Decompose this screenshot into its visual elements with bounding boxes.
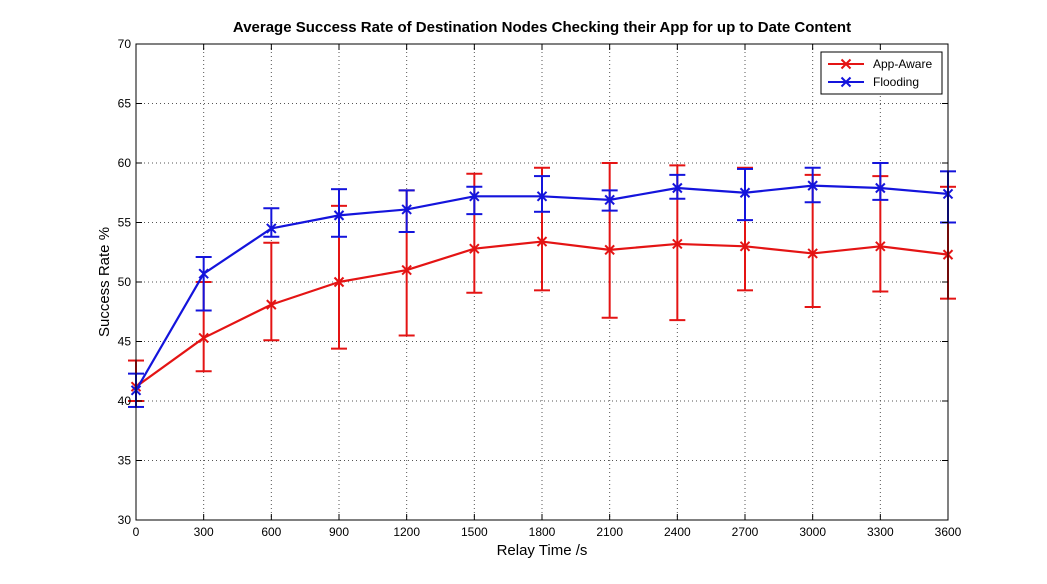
data-point-marker (401, 264, 412, 276)
x-tick-label: 2100 (596, 525, 623, 539)
data-series (128, 162, 956, 408)
x-tick-label: 300 (194, 525, 214, 539)
marker-stroke (401, 204, 412, 215)
data-point-marker (198, 332, 209, 344)
marker-stroke (198, 332, 209, 344)
y-tick-label: 45 (118, 335, 132, 349)
y-tick-label: 40 (118, 394, 132, 408)
marker-stroke (198, 268, 209, 279)
marker-stroke (266, 223, 277, 234)
data-point-marker (739, 241, 751, 252)
data-point-marker (672, 238, 683, 250)
y-tick-label: 50 (118, 275, 132, 289)
y-tick-label: 55 (118, 216, 132, 230)
y-tick-label: 60 (118, 156, 132, 170)
marker-stroke (469, 191, 480, 202)
x-tick-label: 600 (261, 525, 281, 539)
legend-entry-app-aware: App-Aware (828, 57, 932, 71)
data-point-marker (807, 180, 818, 191)
marker-stroke (536, 191, 548, 202)
x-tick-label: 1800 (529, 525, 556, 539)
data-point-marker (469, 243, 480, 254)
x-axis-title: Relay Time /s (497, 542, 588, 559)
marker-stroke (604, 194, 615, 206)
marker-stroke (875, 241, 886, 252)
data-point-marker (536, 191, 548, 202)
data-point-marker (739, 187, 751, 198)
marker-stroke (333, 210, 345, 221)
x-tick-label: 900 (329, 525, 349, 539)
y-axis-title: Success Rate % (96, 227, 113, 337)
data-point-marker (266, 299, 277, 310)
data-point-marker (536, 236, 548, 247)
x-tick-label: 1500 (461, 525, 488, 539)
marker-stroke (672, 182, 683, 194)
chart-title: Average Success Rate of Destination Node… (233, 19, 851, 36)
data-point-marker (875, 241, 886, 252)
marker-stroke (333, 276, 345, 288)
data-point-marker (333, 210, 345, 221)
marker-stroke (266, 299, 277, 310)
marker-stroke (672, 238, 683, 250)
marker-stroke (536, 236, 548, 247)
data-point-marker (333, 276, 345, 288)
marker-stroke (807, 180, 818, 191)
x-tick-label: 3000 (799, 525, 826, 539)
legend-label: Flooding (873, 75, 919, 89)
marker-stroke (739, 241, 751, 252)
data-point-marker (672, 182, 683, 194)
data-point-marker (401, 204, 412, 215)
y-tick-label: 65 (118, 97, 132, 111)
marker-stroke (401, 264, 412, 276)
data-point-marker (604, 194, 615, 206)
legend-box (820, 51, 943, 95)
data-point-marker (875, 182, 886, 194)
marker-stroke (604, 244, 615, 256)
marker-stroke (739, 187, 751, 198)
x-tick-label: 3600 (935, 525, 962, 539)
legend: App-Aware Flooding (820, 51, 943, 95)
x-tick-label: 3300 (867, 525, 894, 539)
data-point-marker (604, 244, 615, 256)
marker-stroke (875, 182, 886, 194)
legend-marker (840, 76, 852, 88)
data-point-marker (469, 191, 480, 202)
y-tick-label: 70 (118, 37, 132, 51)
legend-label: App-Aware (873, 57, 932, 71)
axis-ticks: 0 300 600 900 1200 1500 1800 2100 2400 2700 3000 33… (118, 37, 962, 539)
data-point-marker (198, 268, 209, 279)
legend-entry-flooding: Flooding (828, 75, 919, 89)
x-tick-label: 0 (133, 525, 140, 539)
x-tick-label: 1200 (393, 525, 420, 539)
data-point-marker (266, 223, 277, 234)
marker-stroke (807, 248, 818, 259)
y-tick-label: 35 (118, 454, 132, 468)
y-tick-label: 30 (118, 513, 132, 527)
marker-stroke (469, 243, 480, 254)
legend-marker (840, 58, 852, 70)
x-tick-label: 2700 (732, 525, 759, 539)
data-point-marker (807, 248, 818, 259)
x-tick-label: 2400 (664, 525, 691, 539)
